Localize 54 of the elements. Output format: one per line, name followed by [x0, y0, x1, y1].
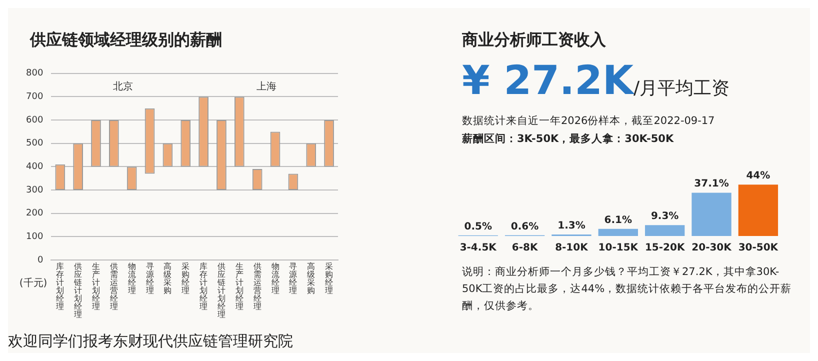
bar	[598, 228, 638, 236]
x-tick-label: 库存计划经理	[56, 262, 64, 312]
x-tick-label: 15-20K	[644, 242, 686, 254]
data-label: 6.1%	[604, 214, 632, 226]
data-label: 1.3%	[558, 220, 586, 232]
bar	[738, 184, 778, 236]
chart-title: 商业分析师工资收入	[462, 30, 606, 51]
x-tick-label: 寻源经理	[146, 262, 154, 296]
text: 薪酬区间：3K-50K，最多人拿：30K-50K	[462, 132, 674, 146]
x-tick-label: 采购经理	[182, 262, 190, 296]
data-label: 9.3%	[650, 211, 679, 222]
x-tick-label: 6-8K	[512, 242, 539, 254]
x-tick-label: 采购经理	[325, 262, 334, 296]
annotation: 上海	[256, 80, 276, 92]
x-tick-label: 3-4.5K	[460, 242, 498, 254]
x-tick-label: 寻源经理	[289, 262, 298, 296]
x-tick-label: 10-15K	[598, 242, 640, 254]
chart-title: 供应链领域经理级别的薪酬	[30, 30, 222, 51]
x-tick-label: 生产计划经理	[92, 262, 100, 312]
x-tick-label: 供应链计划经理	[216, 262, 226, 320]
x-tick-label: 高级采购	[307, 262, 316, 296]
text: 说明：商业分析师一个月多少钱？平均工资￥27.2K，其中拿30K-50K工资的占比最多，达44%，数据统计依赖于各平台发布的公开薪酬，仅供参考。	[462, 265, 792, 314]
data-label: 37.1%	[694, 178, 729, 190]
y-tick-label: 700	[26, 92, 44, 102]
y-tick-label: 100	[26, 232, 44, 242]
text: 数据统计来自近一年2026份样本，截至2022-09-17	[462, 114, 715, 128]
x-tick-label: 物流经理	[128, 262, 136, 296]
x-tick-label: 生产计划经理	[235, 262, 244, 312]
y-tick-label: 0	[37, 255, 44, 266]
x-tick-label: 30-50K	[738, 242, 780, 254]
x-tick-label: 20-30K	[692, 242, 733, 254]
y-tick-label: 600	[26, 115, 44, 126]
x-tick-label: 库存计划经理	[200, 262, 208, 312]
bar	[644, 225, 685, 236]
x-tick-label: 供需运营经理	[253, 262, 262, 312]
text: 欢迎同学们报考东财现代供应链管理研究院	[8, 332, 293, 351]
x-tick-label: 8-10K	[555, 242, 590, 254]
text: /月平均工资	[633, 78, 730, 99]
x-tick-label: 高级采购	[164, 262, 172, 296]
y-tick-label: 800	[26, 68, 44, 79]
y-tick-label: 300	[26, 185, 44, 196]
x-tick-label: 物流经理	[271, 262, 280, 296]
x-tick-label: 供应链计划经理	[73, 262, 82, 320]
data-label: 0.6%	[510, 221, 539, 232]
y-tick-label: 500	[26, 138, 44, 149]
y-tick-label: 200	[26, 208, 44, 219]
bar	[692, 192, 732, 236]
data-label: 0.5%	[464, 221, 492, 232]
y-axis-title: (千元)	[19, 277, 48, 289]
y-tick-label: 400	[26, 162, 44, 172]
text: ¥ 27.2K	[462, 58, 634, 104]
annotation: 北京	[112, 80, 133, 92]
x-tick-label: 供需运营经理	[110, 262, 118, 312]
data-label: 44%	[746, 170, 770, 182]
